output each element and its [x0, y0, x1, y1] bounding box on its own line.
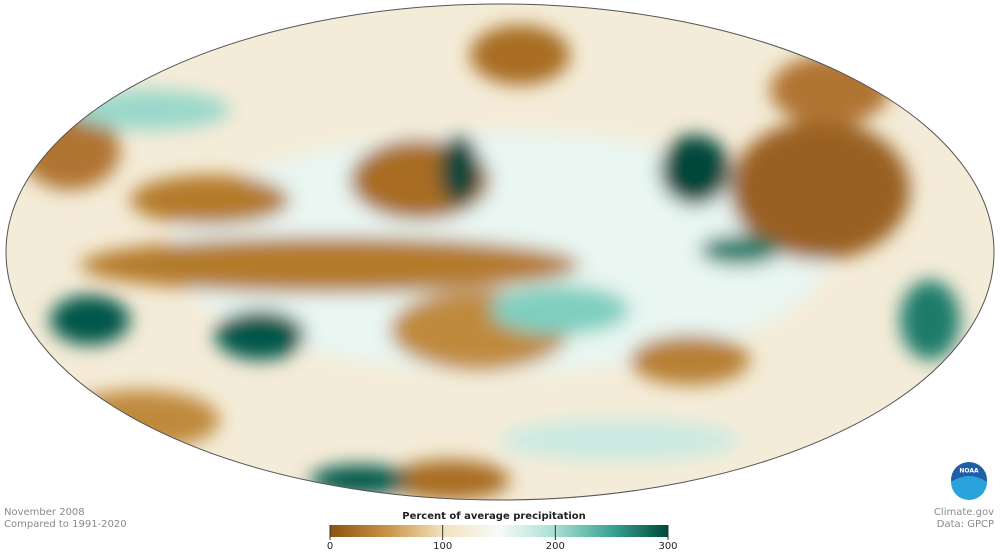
- site-credit: Climate.gov: [934, 507, 994, 518]
- logo-text: NOAA: [959, 468, 979, 475]
- colorbar-tick-label: 200: [546, 541, 565, 552]
- baseline-caption: Compared to 1991-2020: [4, 519, 127, 530]
- source-credit: Data: GPCP: [937, 519, 994, 530]
- colorbar-tick-label: 300: [658, 541, 677, 552]
- colorbar-title: Percent of average precipitation: [402, 511, 586, 522]
- noaa-logo: NOAA: [951, 462, 987, 500]
- globe-outline: [5, 3, 995, 501]
- colorbar-tick-label: 100: [433, 541, 452, 552]
- colorbar: [330, 525, 668, 537]
- precipitation-map: [6, 4, 994, 500]
- colorbar-tick-label: 0: [327, 541, 333, 552]
- date-caption: November 2008: [4, 507, 85, 518]
